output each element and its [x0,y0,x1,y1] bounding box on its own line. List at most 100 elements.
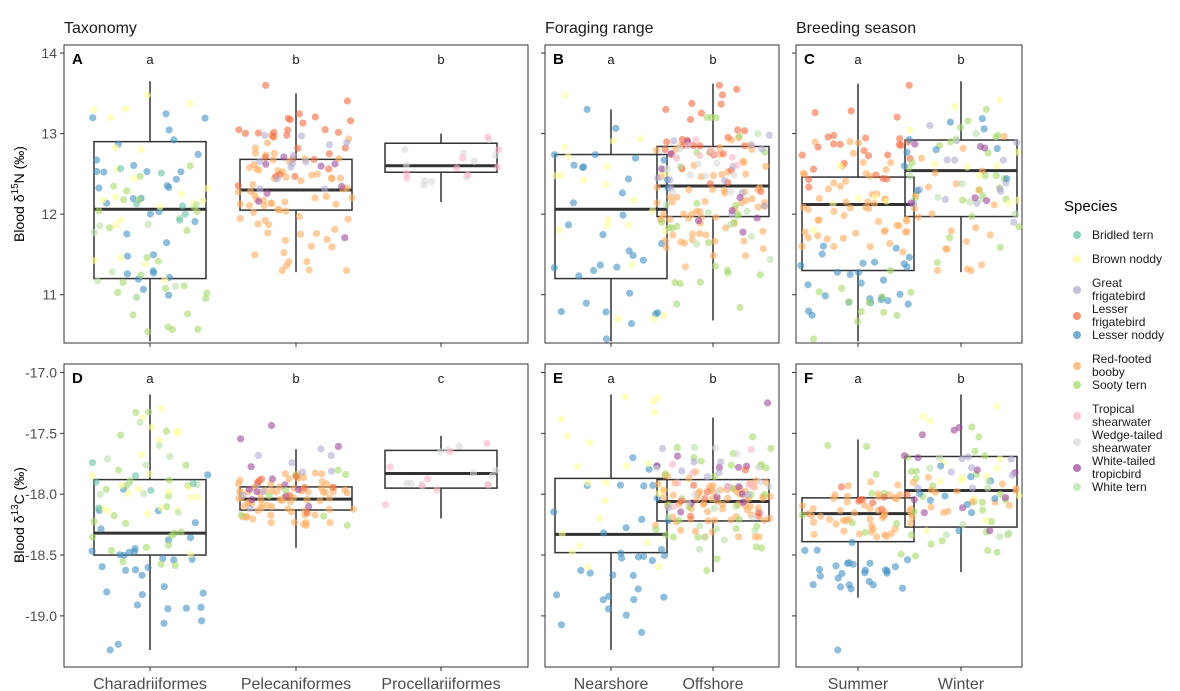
data-point [766,514,774,523]
data-point [301,483,309,491]
data-point [564,152,572,160]
data-point [955,527,963,535]
data-point [991,495,999,503]
data-point [653,183,661,191]
data-point [709,252,718,260]
data-point [343,184,351,192]
data-point [265,221,273,229]
data-point [177,528,185,536]
data-point [946,234,954,242]
data-point [630,596,638,604]
data-point [157,560,165,568]
data-point [186,534,195,542]
data-point [909,478,918,486]
data-point [1000,132,1008,140]
data-point [694,160,703,168]
data-point [297,177,305,185]
data-point [173,429,181,437]
data-point [947,468,955,476]
data-point [993,162,1001,170]
data-point [741,142,749,150]
data-point [903,491,911,499]
data-point [181,210,189,218]
data-point [735,132,743,140]
data-point [253,488,261,496]
data-point [843,492,852,500]
data-point [98,563,106,571]
data-point [873,533,881,541]
data-point [311,113,319,121]
data-point [552,172,560,180]
data-point [131,566,140,574]
data-point [962,237,971,246]
data-point [550,508,558,516]
data-point [704,209,712,217]
data-point [872,470,880,478]
data-point [718,505,727,513]
data-point [879,276,888,284]
data-point [95,207,103,215]
data-point [836,140,844,148]
data-point [744,490,752,499]
data-point [957,476,965,484]
data-point [660,494,668,502]
data-point [695,545,704,553]
data-point [658,444,667,453]
data-point [234,480,243,488]
data-point [694,217,703,225]
data-point [186,99,194,108]
x-tick-label: Nearshore [574,676,649,691]
data-point [259,488,267,496]
data-point [896,290,904,298]
data-point [602,335,611,343]
data-point [724,133,732,142]
data-point [897,550,905,558]
data-point [661,236,670,245]
data-point [629,571,637,580]
panel-F: Summer Winter F a b [792,363,1023,691]
data-point [815,216,823,224]
data-point [117,431,125,439]
data-point [262,81,270,89]
data-point [640,482,648,490]
data-point [401,145,409,153]
data-point [907,199,915,207]
data-point [742,252,750,260]
data-point [103,588,111,596]
data-point [145,470,153,478]
data-point [321,488,330,496]
significance-label: a [607,52,615,67]
y-tick-label: -18.0 [25,486,57,502]
panel-frame [544,363,780,668]
data-point [804,234,812,242]
data-point [584,563,592,571]
data-point [666,176,674,184]
data-point [328,243,336,251]
data-point [308,171,316,179]
data-point [673,443,681,451]
legend-label: frigatebird [1092,315,1145,329]
data-point [855,268,863,277]
data-point [663,138,671,146]
data-point [799,169,808,177]
data-point [249,515,257,523]
data-point [287,163,295,171]
data-point [673,452,682,460]
data-points [550,81,774,343]
data-point [937,462,945,470]
data-point [93,167,101,176]
significance-label: b [709,52,716,67]
legend-label: Wedge-tailed [1092,428,1163,442]
legend-label: Sooty tern [1092,378,1147,392]
data-point [829,200,837,208]
data-point [979,506,987,514]
data-point [166,452,174,461]
data-point [688,99,696,107]
data-point [846,204,855,212]
data-point [907,531,916,539]
data-point [629,454,637,462]
data-point [645,465,653,473]
data-point [735,515,743,523]
data-point [163,182,171,190]
data-point [880,511,889,519]
